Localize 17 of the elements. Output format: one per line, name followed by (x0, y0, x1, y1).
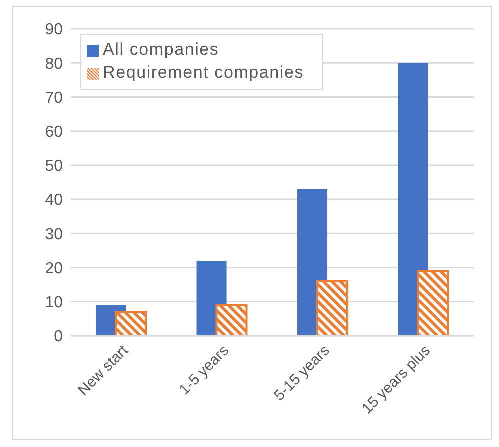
y-tick-label: 90 (45, 22, 64, 39)
bar (398, 63, 428, 336)
bar (115, 311, 147, 336)
y-tick-label: 70 (45, 90, 64, 107)
y-tick-label: 60 (45, 124, 64, 142)
y-tick-label: 10 (45, 294, 64, 312)
y-tick-label: 0 (54, 328, 64, 346)
legend-label: All companies (103, 40, 220, 59)
y-tick-label: 30 (45, 226, 64, 244)
legend-label: Requirement companies (103, 63, 304, 82)
bar (316, 280, 348, 336)
y-tick-label: 50 (45, 158, 64, 176)
y-tick-label: 20 (45, 260, 64, 278)
bar (417, 270, 450, 336)
y-tick-label: 40 (45, 192, 64, 210)
y-tick-label: 80 (45, 56, 64, 73)
bar (216, 304, 248, 336)
